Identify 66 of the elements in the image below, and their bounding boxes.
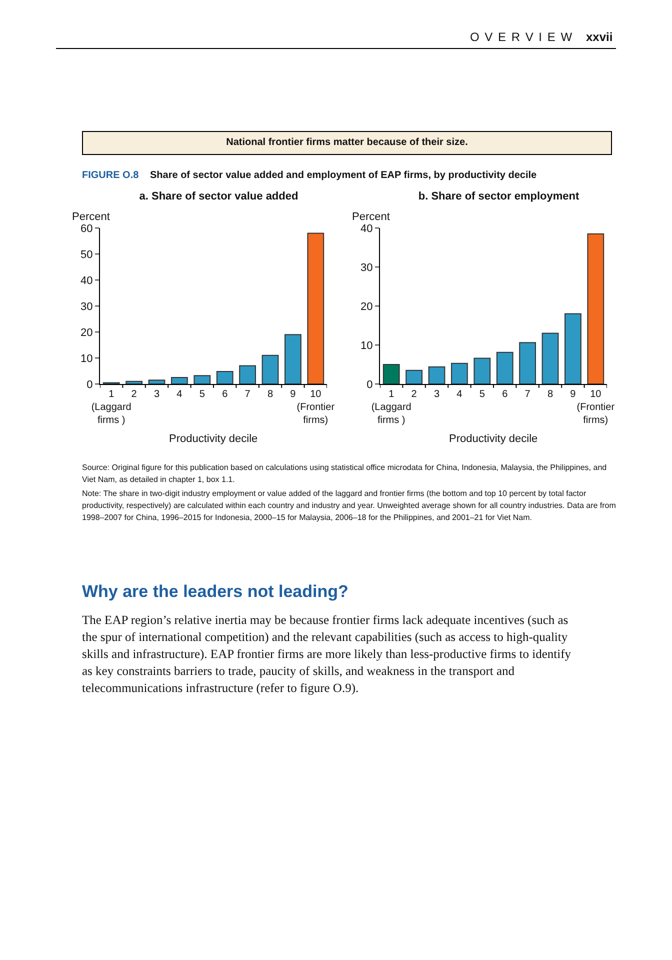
y-tick-label: 10: [360, 340, 373, 352]
text: Note: The share in two-digit industry employment or value added of the laggard and frontier firms (the bottom and top 10 percent by total factor productivity, respectively) are calculated within each country and industry and year. Unweighted average shown for all country industries. Data are from 1998–2007 for China, 1996–2015 for Indonesia, 2000–15 for Malaysia, 2006–18 for the Philippines, and 2001–21 for Viet Nam.: [82, 488, 617, 524]
x-tick-label: 8: [267, 389, 274, 400]
source-note: Source: Original figure for this publication based on calculations using statistical office microdata for China, Indonesia, Malaysia, the Philippines, and Viet Nam, as detailed in chapter 1, box 1.1.: [82, 462, 608, 486]
x-tick-label: 1 (Laggard firms ): [91, 389, 132, 426]
x-tick-label: 10 (Frontier firms): [296, 389, 336, 426]
x-tick-label: 2: [411, 389, 418, 400]
text: Share of sector value added and employment of EAP firms, by productivity decile: [150, 170, 537, 181]
bar: [451, 362, 468, 384]
bar: [171, 377, 188, 384]
text: O V E R V I E W: [470, 30, 574, 44]
x-tick-label: 9: [290, 389, 296, 400]
bar: [382, 364, 400, 384]
text: Why are the leaders not leading?: [82, 582, 348, 602]
x-tick-label: 9: [570, 389, 576, 400]
bar: [148, 380, 166, 384]
x-tick-label: 3: [434, 389, 440, 400]
y-axis-title: Percent: [72, 211, 110, 223]
text: xxvii: [586, 30, 613, 44]
text: National frontier firms matter because of their size.: [82, 131, 612, 155]
bar: [284, 334, 302, 384]
bar: [262, 354, 279, 384]
y-tick-label: 0: [366, 378, 373, 391]
x-tick-label: 2: [131, 389, 138, 400]
x-axis-title: Productivity decile: [169, 433, 258, 445]
text: The EAP region’s relative inertia may be because frontier firms lack adequate incentives (such as the spur of international competition) and the relevant capabilities (such as access to high-quality skills and infrastructure). EAP frontier firms are more likely than less-productive firms to identify as key constraints barriers to trade, paucity of skills, and weakness in the transport and telecommunications infrastructure (refer to figure O.9).: [82, 612, 572, 697]
x-tick-label: 4: [456, 389, 463, 400]
bar: [406, 370, 422, 384]
bar: [474, 358, 491, 384]
bar: [126, 380, 142, 384]
x-tick-label: 4: [176, 389, 183, 400]
bar: [194, 375, 211, 384]
y-tick-label: 30: [80, 300, 93, 313]
bar: [307, 232, 324, 384]
x-tick-label: 10 (Frontier firms): [576, 389, 616, 426]
y-tick-label: 0: [86, 378, 93, 391]
bar: [542, 332, 559, 384]
chart-title: a. Share of sector value added: [139, 190, 298, 203]
x-tick-label: 5: [199, 389, 206, 400]
y-tick-label: 10: [80, 352, 93, 365]
bar: [496, 352, 514, 384]
y-tick-label: 20: [360, 300, 373, 313]
x-tick-label: 7: [244, 389, 251, 400]
x-tick-label: 6: [502, 389, 508, 400]
x-tick-label: 5: [479, 389, 486, 400]
x-tick-label: 3: [154, 389, 160, 400]
bar: [564, 313, 582, 384]
x-axis-title: Productivity decile: [449, 433, 538, 445]
bar: [216, 371, 234, 384]
y-tick-label: 40: [360, 222, 373, 235]
x-tick-label: 1 (Laggard firms ): [371, 389, 412, 426]
bar: [239, 365, 256, 384]
bar: [587, 233, 604, 384]
y-tick-label: 20: [80, 326, 93, 339]
x-tick-label: 6: [222, 389, 228, 400]
y-tick-label: 40: [80, 274, 93, 287]
bar: [428, 366, 446, 384]
text: FIGURE O.8: [82, 170, 139, 181]
x-tick-label: 7: [524, 389, 531, 400]
y-tick-label: 30: [360, 262, 373, 274]
y-tick-label: 50: [80, 248, 93, 261]
chart-title: b. Share of sector employment: [418, 190, 580, 203]
bar: [519, 342, 536, 384]
y-tick-label: 60: [80, 222, 93, 235]
x-tick-label: 8: [547, 389, 554, 400]
y-axis-title: Percent: [352, 211, 390, 223]
